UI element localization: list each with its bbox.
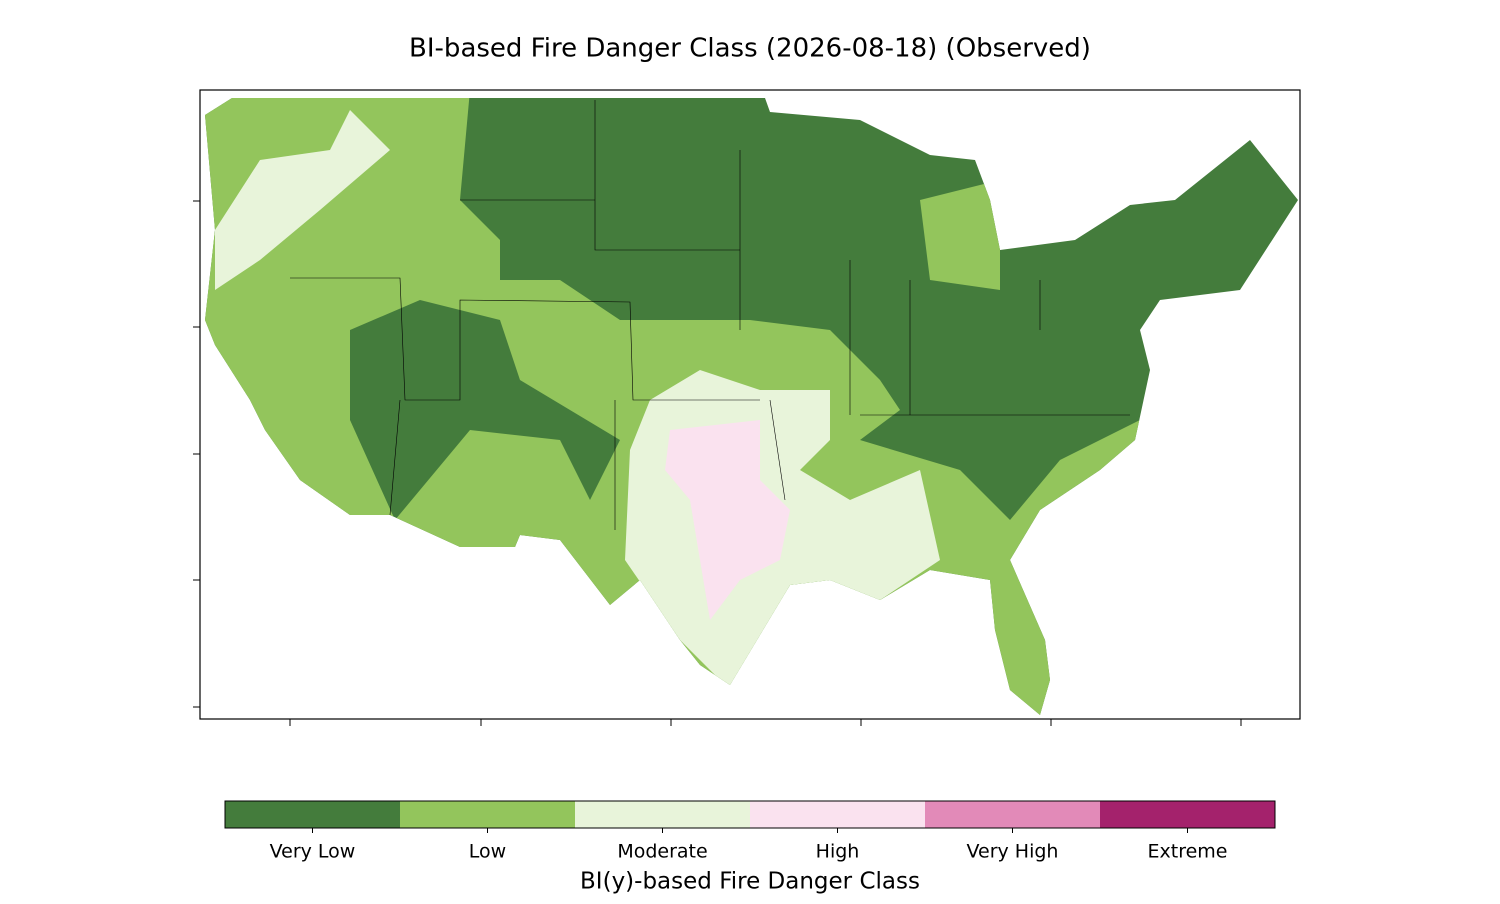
map-area: [205, 98, 1298, 715]
colorbar-label: BI(y)-based Fire Danger Class: [580, 869, 920, 895]
colorbar-tick-label: Extreme: [1148, 841, 1228, 863]
axis-ticks: [193, 200, 1242, 726]
map-title: BI-based Fire Danger Class (2026-08-18) …: [409, 34, 1091, 64]
colorbar-tick-label: High: [816, 841, 860, 863]
colorbar-segment: [575, 801, 750, 828]
region-high: [665, 420, 790, 620]
colorbar-tick-label: Moderate: [617, 841, 707, 863]
colorbar-segment: [400, 801, 575, 828]
colorbar-segment: [225, 801, 400, 828]
map-frame: [199, 89, 1301, 720]
colorbar-segment: [750, 801, 925, 828]
colorbar-segment: [925, 801, 1100, 828]
colorbar: Very Low Low Moderate High Very High Extreme: [224, 800, 1276, 863]
colorbar-tick-label: Very Low: [270, 841, 356, 863]
colorbar-tick-label: Low: [469, 841, 506, 863]
colorbar-tick-label: Very High: [967, 841, 1059, 863]
colorbar-segment: [1100, 801, 1275, 828]
colorbar-frame: [224, 800, 1276, 829]
region-low: [920, 180, 1000, 290]
